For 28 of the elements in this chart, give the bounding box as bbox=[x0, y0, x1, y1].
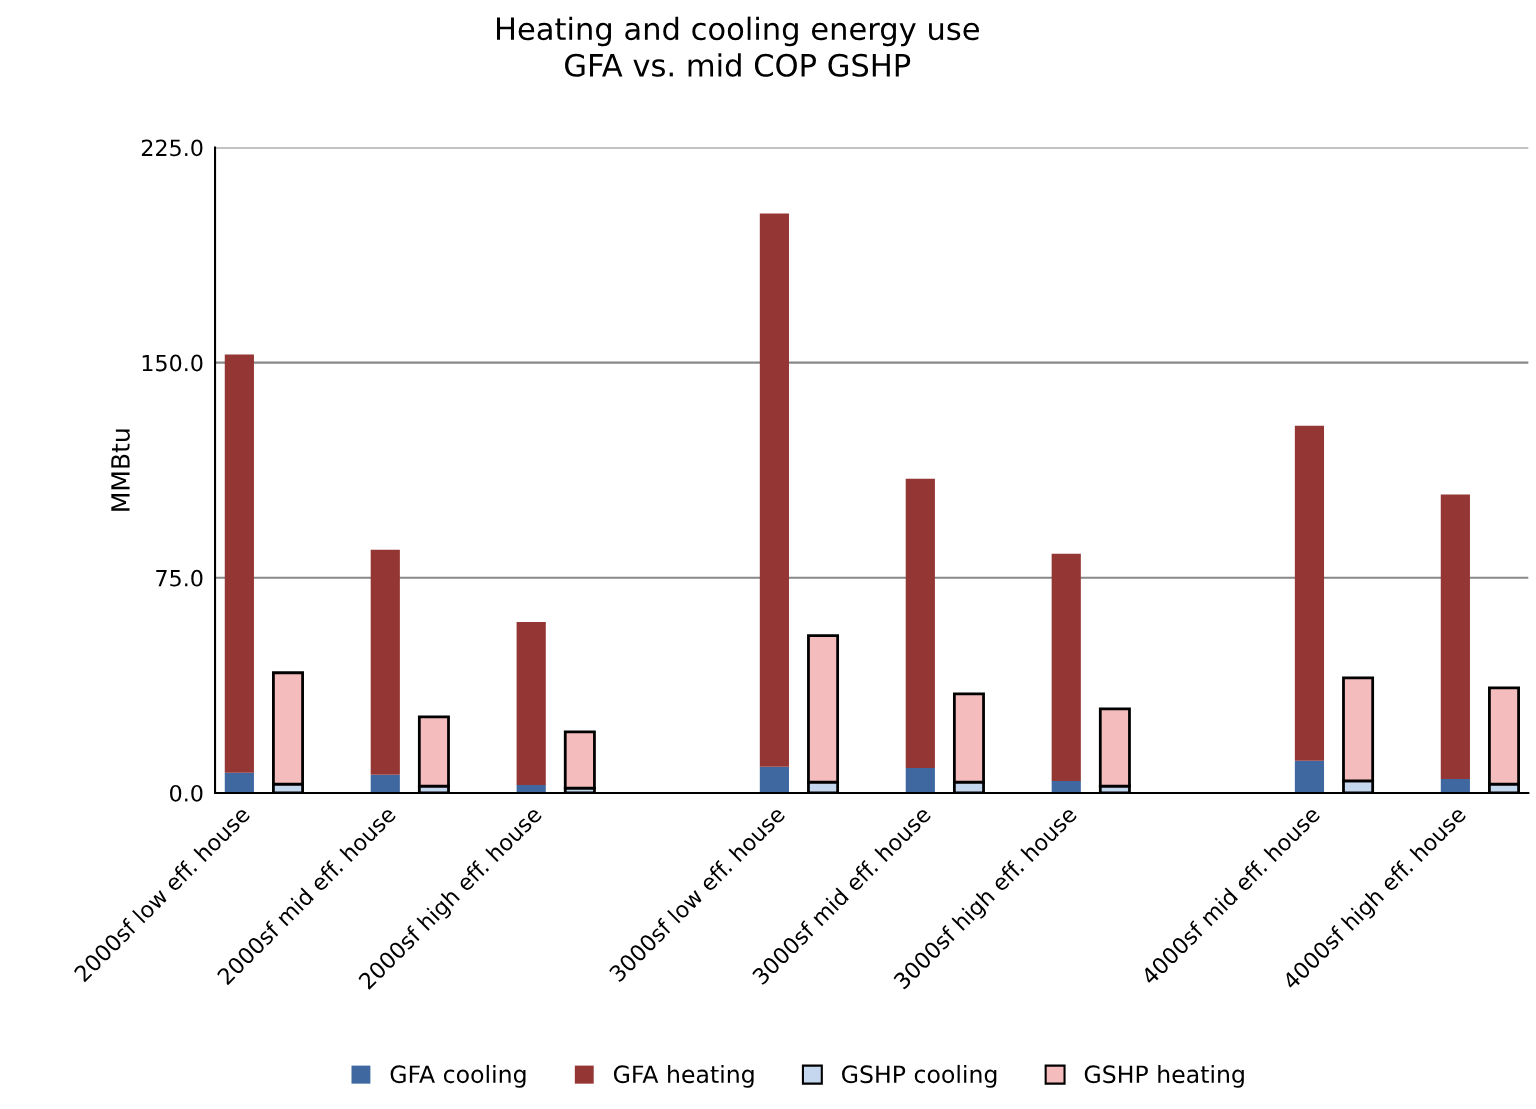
bar bbox=[905, 767, 935, 793]
bar bbox=[1440, 778, 1470, 793]
bar bbox=[417, 715, 450, 788]
bar bbox=[563, 730, 596, 790]
legend-label: GFA cooling bbox=[390, 1064, 526, 1088]
bar bbox=[370, 774, 400, 793]
bar bbox=[1294, 425, 1325, 761]
bar bbox=[1440, 494, 1470, 779]
y-tick-label: 150.0 bbox=[142, 354, 203, 372]
y-tick-label: 0.0 bbox=[170, 784, 203, 802]
bar bbox=[1051, 553, 1081, 781]
bar bbox=[905, 478, 935, 768]
legend-label: GSHP heating bbox=[1084, 1064, 1244, 1088]
y-tick-label: 75.0 bbox=[156, 569, 203, 587]
bar bbox=[1098, 707, 1131, 788]
bar bbox=[224, 354, 254, 773]
y-tick-label: 225.0 bbox=[141, 139, 203, 157]
legend-label: GSHP cooling bbox=[842, 1064, 997, 1088]
y-axis-title: MMBtu bbox=[111, 429, 130, 511]
bar bbox=[759, 766, 789, 793]
bar bbox=[1294, 760, 1325, 793]
bar bbox=[370, 549, 400, 775]
legend-label: GFA heating bbox=[613, 1064, 754, 1088]
bar bbox=[516, 621, 546, 785]
bar bbox=[224, 772, 254, 793]
bar bbox=[1051, 780, 1081, 793]
chart-title: Heating and cooling energy use GFA vs. mid COP GSHP bbox=[497, 16, 979, 77]
bar bbox=[759, 213, 789, 767]
